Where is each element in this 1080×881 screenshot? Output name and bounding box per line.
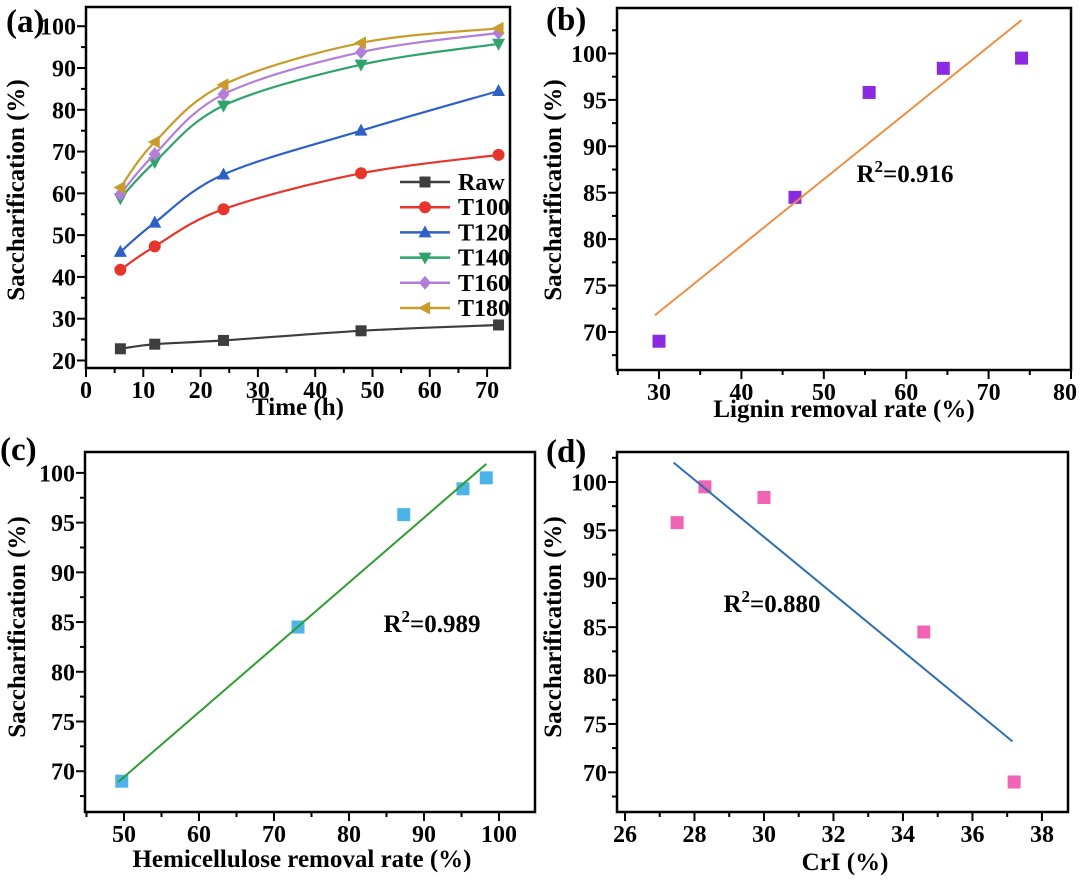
svg-text:85: 85 (51, 611, 75, 637)
svg-text:CrI (%): CrI (%) (802, 849, 889, 876)
svg-text:80: 80 (583, 664, 607, 690)
svg-text:60: 60 (418, 378, 442, 404)
svg-text:Lignin removal rate (%): Lignin removal rate (%) (713, 396, 974, 423)
svg-text:T100: T100 (458, 195, 510, 221)
panel-c-label: (c) (0, 432, 37, 468)
svg-text:100: 100 (39, 461, 75, 487)
svg-text:Raw: Raw (458, 170, 505, 196)
svg-text:40: 40 (729, 380, 753, 406)
svg-text:30: 30 (647, 380, 671, 406)
svg-text:100: 100 (40, 15, 76, 41)
svg-text:90: 90 (583, 135, 607, 161)
svg-text:70: 70 (977, 380, 1001, 406)
svg-text:60: 60 (52, 182, 76, 208)
svg-text:70: 70 (583, 761, 607, 787)
svg-text:Hemicellulose removal rate (%): Hemicellulose removal rate (%) (132, 846, 471, 873)
svg-text:50: 50 (112, 822, 136, 848)
svg-text:80: 80 (52, 98, 76, 124)
svg-text:R2=0.916: R2=0.916 (856, 157, 953, 188)
svg-text:T120: T120 (458, 220, 510, 246)
svg-text:80: 80 (1053, 380, 1077, 406)
svg-text:70: 70 (52, 140, 76, 166)
svg-text:20: 20 (189, 378, 213, 404)
svg-text:50: 50 (52, 224, 76, 250)
svg-text:70: 70 (262, 822, 286, 848)
panel-b-label: (b) (546, 2, 587, 38)
svg-text:20: 20 (52, 349, 76, 375)
svg-text:R2=0.989: R2=0.989 (383, 607, 480, 638)
svg-text:40: 40 (52, 265, 76, 291)
svg-text:50: 50 (360, 378, 384, 404)
svg-text:90: 90 (583, 567, 607, 593)
svg-text:95: 95 (583, 519, 607, 545)
svg-text:70: 70 (583, 320, 607, 346)
svg-text:38: 38 (1030, 822, 1054, 848)
svg-text:30: 30 (52, 307, 76, 333)
svg-text:40: 40 (303, 378, 327, 404)
svg-text:R2=0.880: R2=0.880 (723, 587, 820, 618)
svg-text:Saccharification (%): Saccharification (%) (540, 79, 567, 300)
svg-text:50: 50 (812, 380, 836, 406)
svg-text:60: 60 (187, 822, 211, 848)
panel-a-time-course-chart: 0 10 20 30 40 50 60 70 20 30 40 50 60 70 80 90 100 Time (… (3, 5, 512, 421)
svg-text:36: 36 (960, 822, 984, 848)
svg-text:60: 60 (894, 380, 918, 406)
svg-text:90: 90 (52, 57, 76, 83)
panel-a-label: (a) (6, 4, 45, 40)
svg-text:80: 80 (51, 660, 75, 686)
svg-text:100: 100 (481, 822, 517, 848)
svg-text:75: 75 (51, 710, 75, 736)
svg-text:85: 85 (583, 616, 607, 642)
svg-text:70: 70 (475, 378, 499, 404)
panel-d-label: (d) (546, 434, 587, 470)
svg-text:34: 34 (891, 822, 915, 848)
svg-text:75: 75 (583, 712, 607, 738)
svg-text:90: 90 (51, 561, 75, 587)
svg-text:85: 85 (583, 181, 607, 207)
svg-text:100: 100 (571, 42, 607, 68)
svg-text:10: 10 (131, 378, 155, 404)
svg-text:90: 90 (412, 822, 436, 848)
svg-text:95: 95 (51, 511, 75, 537)
svg-text:T160: T160 (458, 271, 510, 297)
svg-text:32: 32 (821, 822, 845, 848)
svg-text:Saccharification (%): Saccharification (%) (540, 516, 567, 737)
svg-text:Saccharification (%): Saccharification (%) (3, 79, 30, 300)
svg-text:T140: T140 (458, 246, 510, 272)
svg-text:0: 0 (80, 378, 92, 404)
panel-d-cri-chart: 26 28 30 32 34 36 38 70 75 80 85 90 95 100 CrI (%) Sacc… (540, 450, 1070, 876)
svg-text:30: 30 (246, 378, 270, 404)
svg-text:Saccharification (%): Saccharification (%) (4, 516, 31, 737)
svg-text:80: 80 (337, 822, 361, 848)
panel-c-hemicellulose-removal-chart: 50 60 70 80 90 100 70 75 80 85 90 95 100 Hemicellulos… (4, 450, 537, 873)
panel-b-lignin-removal-chart: 30 40 50 60 70 80 70 75 80 85 90 95 100 Lignin remova… (540, 6, 1077, 423)
svg-text:28: 28 (682, 822, 706, 848)
svg-text:95: 95 (583, 88, 607, 114)
svg-text:100: 100 (571, 471, 607, 497)
svg-text:70: 70 (51, 760, 75, 786)
svg-text:80: 80 (583, 228, 607, 254)
svg-text:26: 26 (613, 822, 637, 848)
svg-text:30: 30 (752, 822, 776, 848)
svg-text:75: 75 (583, 274, 607, 300)
svg-text:T180: T180 (458, 296, 510, 322)
svg-text:Time (h): Time (h) (252, 394, 344, 421)
